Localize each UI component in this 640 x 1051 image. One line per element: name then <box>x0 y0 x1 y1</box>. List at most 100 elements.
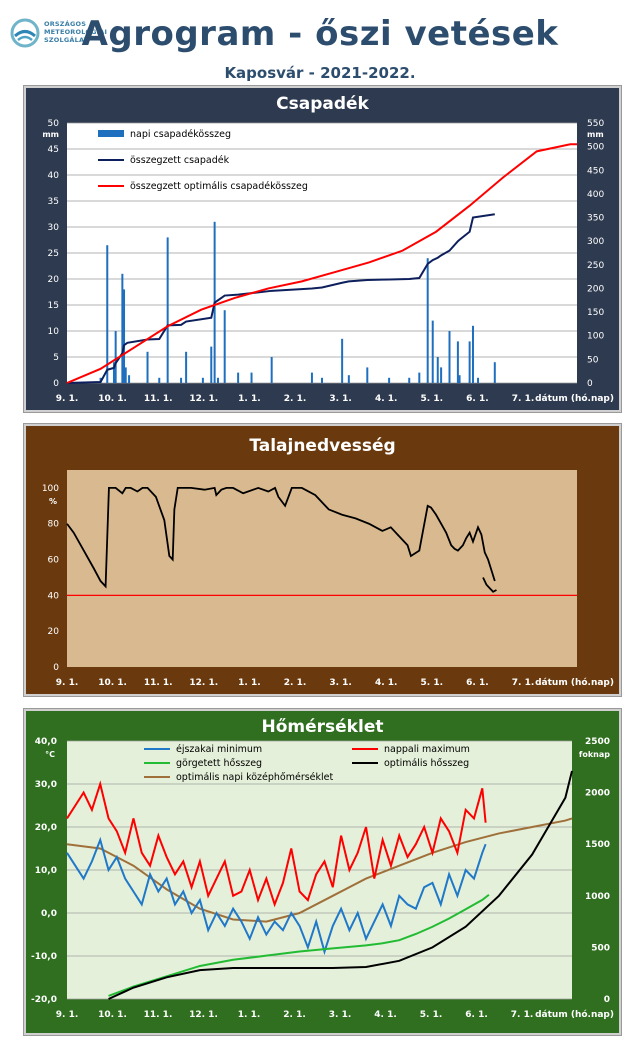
precip-x-tick: 4. 1. <box>375 394 398 404</box>
soil-y-tick: 20 <box>48 627 60 637</box>
temp-x-axis-label: dátum (hó.nap) <box>535 1009 614 1020</box>
precip-y-tick-left: 15 <box>48 301 59 311</box>
precip-daily-bar <box>210 346 213 383</box>
precip-daily-bar <box>341 338 344 383</box>
temp-x-tick: 11. 1. <box>144 1010 173 1020</box>
temp-day-max-line <box>66 780 487 908</box>
precip-y-tick-right: 450 <box>587 166 604 176</box>
soil-x-tick: 7. 1. <box>512 678 535 688</box>
soil-x-tick: 5. 1. <box>421 678 444 688</box>
temp-legend-label: optimális napi középhőmérséklet <box>176 772 334 783</box>
precip-x-tick: 5. 1. <box>421 394 444 404</box>
temperature-chart: -20,0 -10,0 0,0 10,0 20,0 30,0 40,0 0 500 1000 150… <box>31 737 614 1020</box>
temp-y-tick-right: 2500 <box>585 737 610 747</box>
precip-daily-bar <box>250 372 253 383</box>
precip-daily-bar <box>201 377 204 383</box>
precip-y-tick-left: 40 <box>48 171 60 181</box>
soil-y-unit: % <box>49 497 57 506</box>
precip-x-tick: 11. 1. <box>144 394 173 404</box>
soil-moisture-panel: Talajnedvesség 0 20 40 60 80 100% 9. 1. 10. 1. 1… <box>24 424 621 696</box>
precip-x-tick: 2. 1. <box>284 394 307 404</box>
temp-optimal-sum-line <box>108 770 573 1000</box>
precip-daily-bar <box>471 325 474 383</box>
precip-daily-bar <box>468 341 471 383</box>
logo-line-2: METEOROLÓGIAI <box>44 28 108 36</box>
temp-x-tick: 9. 1. <box>56 1010 79 1020</box>
soil-x-tick: 11. 1. <box>144 678 173 688</box>
precipitation-title: Csapadék <box>276 94 369 114</box>
precip-y-tick-right: 400 <box>587 190 604 200</box>
precip-daily-bar <box>112 362 115 383</box>
precip-y-tick-right: 150 <box>587 308 604 318</box>
precip-y-tick-left: 10 <box>48 327 60 337</box>
soil-moisture-chart: 0 20 40 60 80 100% 9. 1. 10. 1. 11. 1. 12. 1. 1. 1… <box>42 470 614 688</box>
precip-daily-bar <box>158 377 161 383</box>
precip-y-tick-right: 50 <box>587 355 599 365</box>
precip-daily-bar <box>270 357 273 383</box>
temp-y-tick-right: 1000 <box>585 892 610 902</box>
temp-night-min-line <box>66 836 487 956</box>
temp-y-tick-left: -10,0 <box>31 952 57 962</box>
precip-y-tick-left: 25 <box>48 249 59 259</box>
precip-daily-bar <box>448 331 451 383</box>
precip-optimal-line <box>66 143 577 384</box>
precip-daily-bar <box>458 375 461 383</box>
precip-daily-bar <box>146 351 149 383</box>
precip-y-tick-left: 5 <box>53 353 59 363</box>
temp-y-tick-right: 0 <box>604 995 610 1005</box>
temperature-panel: Hőmérséklet -20,0 -10,0 0,0 10,0 20,0 30,0 40,… <box>24 709 621 1035</box>
temp-x-tick: 7. 1. <box>511 1010 534 1020</box>
precipitation-panel: Csapadék 0 5 10 15 20 25 30 35 40 45 50 0 50 100 150 20… <box>24 86 621 412</box>
precip-daily-bar <box>456 341 459 383</box>
precip-daily-bar <box>180 377 183 383</box>
precip-x-tick: 7. 1. <box>512 394 535 404</box>
precip-daily-bar <box>440 367 443 383</box>
logo-text: ORSZÁGOS METEOROLÓGIAI SZOLGÁLAT <box>44 20 107 44</box>
soil-moisture-line <box>482 577 497 593</box>
precip-y-tick-left: 45 <box>48 145 59 155</box>
precip-x-tick: 3. 1. <box>329 394 352 404</box>
soil-x-tick: 4. 1. <box>375 678 398 688</box>
precip-y-tick-right: 250 <box>587 261 604 271</box>
precip-daily-bar <box>388 377 391 383</box>
precip-x-tick: 12. 1. <box>189 394 218 404</box>
precip-x-axis-label: dátum (hó.nap) <box>535 393 614 404</box>
precip-daily-bar <box>310 372 313 383</box>
temp-x-tick: 4. 1. <box>374 1010 397 1020</box>
precipitation-chart: 0510152025303540455005010015020025030035… <box>42 119 614 404</box>
precip-y-tick-right: 300 <box>587 237 604 247</box>
temp-y-unit-left: °C <box>45 750 55 759</box>
soil-moisture-line <box>66 486 496 589</box>
precip-y-tick-left: 50 <box>48 119 60 129</box>
temp-optimal-mean-line <box>66 817 573 923</box>
precip-daily-bar <box>121 273 124 383</box>
soil-y-tick: 100 <box>42 484 59 494</box>
precip-legend-label: összegzett optimális csapadékösszeg <box>130 181 308 192</box>
soil-y-tick: 40 <box>48 591 60 601</box>
temp-y-tick-left: -20,0 <box>31 995 57 1005</box>
precip-x-tick: 1. 1. <box>238 394 261 404</box>
precip-daily-bar <box>106 245 109 383</box>
temp-y-tick-right: 500 <box>591 943 610 953</box>
precip-x-tick: 10. 1. <box>98 394 127 404</box>
precip-y-unit-left: mm <box>42 130 59 139</box>
temp-x-tick: 1. 1. <box>238 1010 261 1020</box>
precip-daily-bar <box>431 320 434 383</box>
soil-x-tick: 3. 1. <box>329 678 352 688</box>
temp-y-unit-right: foknap <box>579 750 610 759</box>
precip-daily-bar <box>124 367 127 383</box>
precip-y-tick-right: 350 <box>587 214 604 224</box>
precip-y-tick-left: 0 <box>53 379 59 389</box>
temp-y-tick-left: 40,0 <box>35 737 57 747</box>
precip-y-tick-left: 35 <box>48 197 59 207</box>
precip-daily-bar <box>321 377 323 383</box>
temp-y-tick-right: 1500 <box>585 840 610 850</box>
soil-y-tick: 60 <box>48 556 60 566</box>
soil-x-tick: 6. 1. <box>466 678 489 688</box>
precip-y-tick-left: 20 <box>48 275 60 285</box>
temp-legend-label: optimális hősszeg <box>384 758 469 769</box>
temp-x-tick: 6. 1. <box>465 1010 488 1020</box>
omsz-logo-icon <box>10 18 40 48</box>
temp-x-tick: 2. 1. <box>283 1010 306 1020</box>
precip-y-tick-right: 200 <box>587 284 604 294</box>
